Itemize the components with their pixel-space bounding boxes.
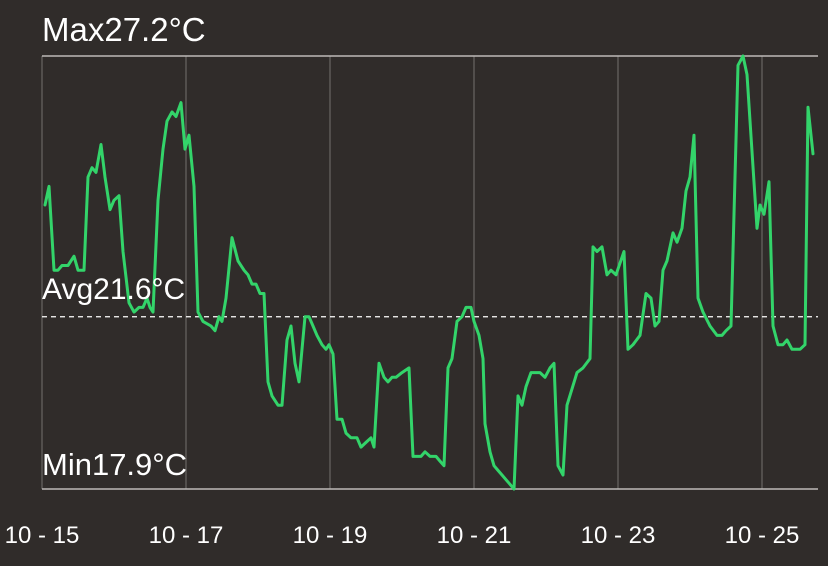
x-axis-ticks: 10 - 15 10 - 17 10 - 19 10 - 21 10 - 23 10 - … — [5, 522, 800, 549]
x-tick-label: 10 - 17 — [149, 522, 224, 549]
max-label: Max27.2°C — [42, 11, 206, 48]
x-tick-label: 10 - 25 — [725, 522, 800, 549]
avg-label: Avg21.6°C — [42, 273, 185, 306]
x-tick-label: 10 - 15 — [5, 522, 80, 549]
x-tick-label: 10 - 23 — [581, 522, 656, 549]
temperature-line — [43, 54, 815, 491]
x-tick-label: 10 - 19 — [293, 522, 368, 549]
min-label: Min17.9°C — [42, 447, 187, 482]
x-tick-label: 10 - 21 — [437, 522, 512, 549]
